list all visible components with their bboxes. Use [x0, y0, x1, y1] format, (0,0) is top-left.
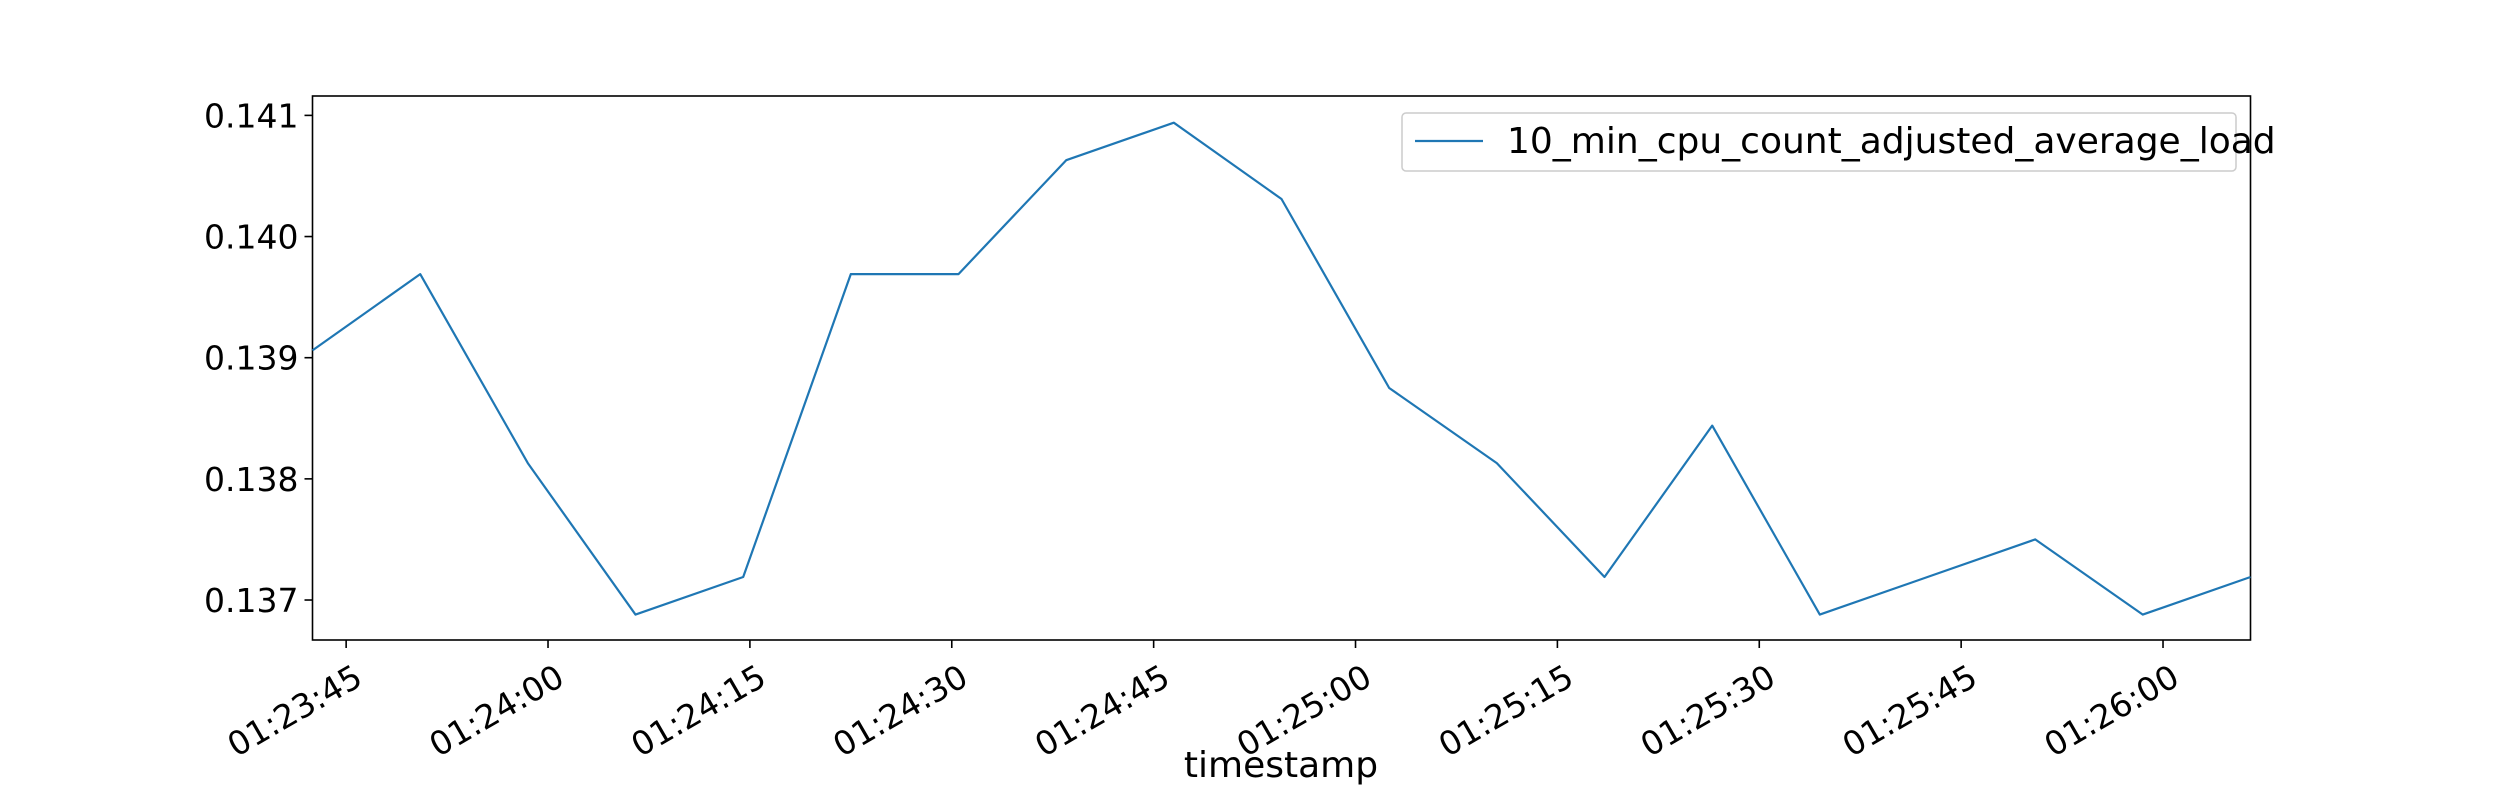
x-tick-label: 01:25:45 [1836, 657, 1984, 765]
x-tick-label: 01:23:45 [221, 657, 369, 765]
plot-area-border [311, 95, 2252, 641]
x-tick-label: 01:24:15 [624, 657, 772, 765]
x-tick-label: 01:25:15 [1432, 657, 1580, 765]
x-tick-label: 01:24:45 [1028, 657, 1176, 765]
legend-label: 10_min_cpu_count_adjusted_average_load [1507, 121, 2276, 162]
y-tick-label: 0.137 [204, 581, 298, 620]
x-tick-label: 01:26:00 [2038, 657, 2186, 765]
y-axis: 0.137 0.138 0.139 0.140 0.141 [204, 96, 313, 620]
series-line [311, 121, 2251, 616]
x-tick-label: 01:24:30 [826, 657, 974, 765]
legend: 10_min_cpu_count_adjusted_average_load [1401, 112, 2276, 172]
series-layer [311, 121, 2251, 616]
x-tick-label: 01:24:00 [423, 657, 571, 765]
y-tick-label: 0.139 [204, 339, 298, 378]
y-tick-label: 0.138 [204, 460, 298, 499]
y-tick-label: 0.140 [204, 218, 298, 257]
legend-box [1401, 112, 2237, 172]
x-tick-label: 01:25:30 [1634, 657, 1782, 765]
y-tick-label: 0.141 [204, 96, 298, 135]
x-axis-label: timestamp [1184, 745, 1378, 786]
